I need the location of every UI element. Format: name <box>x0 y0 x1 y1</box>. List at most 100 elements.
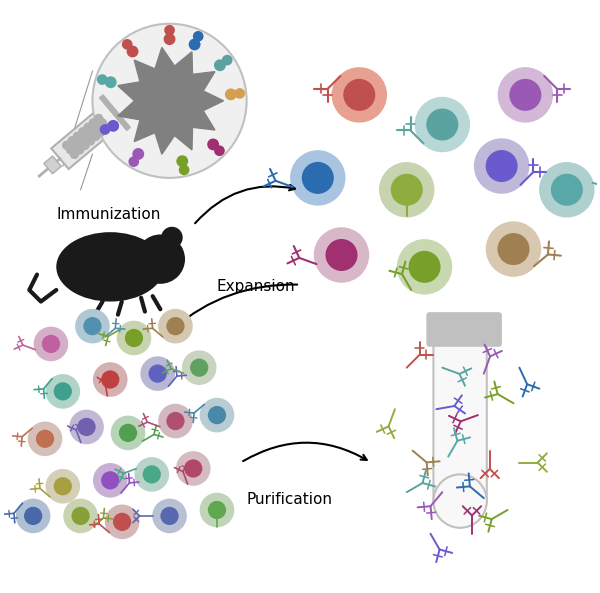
Circle shape <box>42 335 60 353</box>
Circle shape <box>113 513 131 531</box>
Circle shape <box>97 74 107 85</box>
Circle shape <box>166 317 185 335</box>
Circle shape <box>475 139 529 193</box>
Circle shape <box>200 493 233 527</box>
Circle shape <box>107 120 119 132</box>
Circle shape <box>302 162 334 194</box>
Circle shape <box>101 123 111 132</box>
Circle shape <box>119 424 137 442</box>
Circle shape <box>427 109 458 141</box>
Circle shape <box>159 310 192 343</box>
Circle shape <box>135 458 169 491</box>
Circle shape <box>94 363 127 396</box>
Circle shape <box>101 471 119 489</box>
Circle shape <box>164 33 175 45</box>
Circle shape <box>161 227 183 248</box>
Circle shape <box>17 499 50 533</box>
Circle shape <box>112 416 145 449</box>
Circle shape <box>208 406 226 424</box>
Circle shape <box>315 228 368 282</box>
Circle shape <box>73 132 82 141</box>
Circle shape <box>76 310 109 343</box>
Circle shape <box>70 149 79 159</box>
Circle shape <box>83 317 101 335</box>
Ellipse shape <box>56 232 164 301</box>
Circle shape <box>53 477 72 495</box>
Circle shape <box>77 418 95 436</box>
Polygon shape <box>51 104 122 169</box>
Circle shape <box>24 507 42 525</box>
Circle shape <box>82 132 91 141</box>
Text: Expansion: Expansion <box>217 279 296 294</box>
Circle shape <box>214 145 225 156</box>
Circle shape <box>149 365 167 382</box>
Circle shape <box>207 139 219 151</box>
Circle shape <box>325 239 358 271</box>
Circle shape <box>78 127 88 136</box>
Circle shape <box>551 174 583 206</box>
Circle shape <box>540 163 593 216</box>
Circle shape <box>64 499 97 533</box>
Circle shape <box>208 501 226 519</box>
Circle shape <box>83 123 93 132</box>
Circle shape <box>92 24 247 178</box>
Circle shape <box>166 412 185 430</box>
Circle shape <box>71 141 80 150</box>
Circle shape <box>89 118 98 127</box>
Circle shape <box>179 164 190 175</box>
Circle shape <box>193 31 203 42</box>
Circle shape <box>509 79 541 111</box>
Circle shape <box>184 460 202 477</box>
Circle shape <box>159 404 192 438</box>
Circle shape <box>105 76 116 88</box>
Circle shape <box>96 127 106 137</box>
Circle shape <box>343 79 376 111</box>
Circle shape <box>182 351 216 384</box>
Circle shape <box>71 507 90 525</box>
Circle shape <box>92 123 102 132</box>
Circle shape <box>127 46 139 58</box>
Circle shape <box>433 474 487 528</box>
Circle shape <box>497 233 529 265</box>
Circle shape <box>398 240 451 294</box>
Circle shape <box>101 371 119 388</box>
Text: Purification: Purification <box>247 492 332 507</box>
Circle shape <box>176 452 210 485</box>
Circle shape <box>416 98 469 151</box>
Circle shape <box>94 114 103 123</box>
Circle shape <box>176 155 188 167</box>
Circle shape <box>214 59 226 71</box>
Polygon shape <box>433 338 487 528</box>
Polygon shape <box>118 47 224 154</box>
Circle shape <box>125 329 143 347</box>
Circle shape <box>118 321 151 355</box>
Circle shape <box>133 148 144 160</box>
Circle shape <box>46 470 79 503</box>
Circle shape <box>485 150 518 182</box>
FancyBboxPatch shape <box>427 313 501 346</box>
Circle shape <box>80 141 90 150</box>
Circle shape <box>200 398 233 432</box>
Circle shape <box>225 88 237 100</box>
Circle shape <box>499 68 552 122</box>
Circle shape <box>100 124 110 135</box>
Circle shape <box>34 327 68 361</box>
Circle shape <box>188 39 200 50</box>
Circle shape <box>164 25 175 36</box>
Circle shape <box>53 382 72 400</box>
Circle shape <box>67 136 77 145</box>
Circle shape <box>86 136 95 146</box>
Circle shape <box>160 507 179 525</box>
Circle shape <box>153 499 186 533</box>
Circle shape <box>66 145 76 155</box>
Circle shape <box>122 39 133 50</box>
Circle shape <box>70 410 103 444</box>
Circle shape <box>409 251 440 283</box>
Polygon shape <box>44 156 61 174</box>
Circle shape <box>106 505 139 538</box>
Circle shape <box>136 234 185 284</box>
Circle shape <box>36 430 54 448</box>
Circle shape <box>391 174 423 206</box>
Circle shape <box>141 357 174 390</box>
Circle shape <box>75 145 85 155</box>
